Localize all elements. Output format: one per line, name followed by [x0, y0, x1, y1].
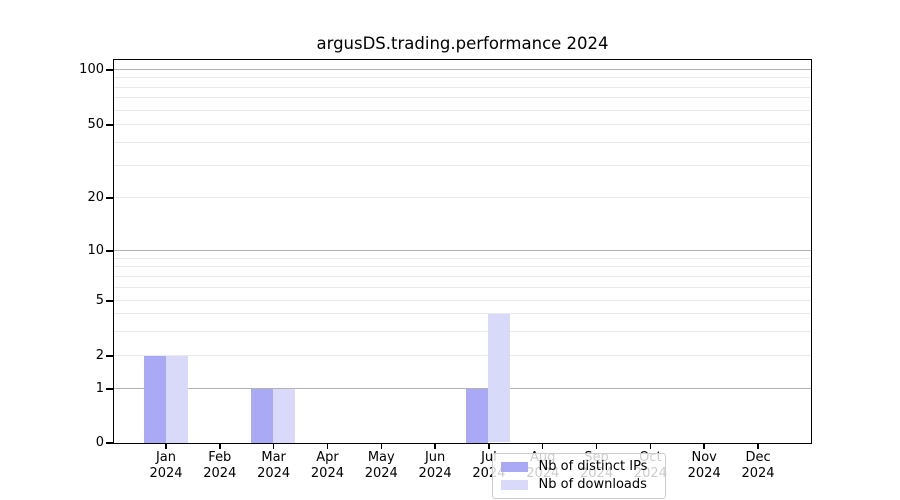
minor-gridline	[113, 257, 811, 259]
x-tick-label-may: May 2024	[346, 450, 416, 481]
x-tick-mark	[272, 443, 275, 449]
minor-gridline	[113, 313, 811, 315]
minor-gridline	[113, 141, 811, 143]
legend-label-distinct-ips: Nb of distinct IPs	[538, 458, 648, 474]
x-tick-year: 2024	[741, 465, 775, 481]
minor-gridline	[113, 86, 811, 88]
x-tick-month: Jan	[155, 450, 177, 465]
y-tick-label: 20	[87, 190, 104, 205]
x-tick-label-nov: Nov 2024	[669, 450, 739, 481]
bar-mar-downloads	[273, 388, 296, 443]
x-tick-label-jun: Jun 2024	[400, 450, 470, 481]
x-tick-mark	[434, 443, 436, 449]
minor-gridline	[113, 164, 811, 166]
x-tick-year: 2024	[687, 465, 721, 481]
plot-area: Nb of distinct IPs Nb of downloads	[112, 58, 812, 499]
y-tick-mark	[106, 355, 113, 357]
minor-gridline	[113, 266, 811, 268]
minor-gridline	[113, 109, 811, 111]
x-tick-year: 2024	[203, 465, 237, 481]
major-gridline	[113, 250, 811, 251]
x-tick-mark	[326, 443, 329, 449]
legend-swatch-downloads-icon	[500, 479, 528, 490]
major-gridline	[113, 69, 811, 70]
y-tick-mark	[106, 197, 113, 199]
x-tick-month: Nov	[691, 450, 717, 465]
minor-gridline	[113, 330, 811, 332]
legend-swatch-distinct-ips-icon	[500, 461, 528, 472]
x-tick-label-apr: Apr 2024	[292, 450, 362, 481]
minor-gridline	[113, 286, 811, 288]
x-tick-mark	[488, 443, 490, 449]
x-tick-label-mar: Mar 2024	[239, 450, 309, 481]
minor-gridline	[113, 197, 811, 198]
legend: Nb of distinct IPs Nb of downloads	[491, 452, 666, 499]
bar-mar-distinct-ips	[251, 388, 274, 443]
x-tick-year: 2024	[310, 465, 344, 481]
x-tick-mark	[541, 443, 544, 449]
x-tick-month: Dec	[745, 450, 771, 465]
y-tick-mark	[106, 250, 113, 252]
x-tick-month: Apr	[316, 450, 339, 465]
x-tick-mark	[757, 443, 759, 449]
y-tick-label: 10	[87, 243, 104, 258]
minor-gridline	[113, 77, 811, 79]
x-tick-year: 2024	[257, 465, 291, 481]
y-tick-label: 0	[95, 435, 104, 450]
y-tick-mark	[106, 124, 113, 126]
x-tick-year: 2024	[149, 465, 183, 481]
x-tick-label-jan: Jan 2024	[131, 450, 201, 481]
bar-jul-downloads	[488, 313, 511, 443]
y-tick-mark	[106, 300, 113, 302]
y-tick-label: 100	[79, 62, 104, 77]
y-tick-mark	[106, 69, 113, 71]
y-tick-label: 1	[95, 381, 104, 396]
y-tick-label: 5	[95, 293, 104, 308]
legend-label-downloads: Nb of downloads	[538, 476, 647, 492]
minor-gridline	[113, 124, 811, 125]
major-gridline	[113, 388, 811, 389]
minor-gridline	[113, 355, 811, 356]
minor-gridline	[113, 275, 811, 277]
legend-item-distinct-ips: Nb of distinct IPs	[500, 458, 657, 476]
y-tick-label: 50	[87, 117, 104, 132]
y-tick-label: 2	[95, 348, 104, 363]
x-tick-month: Jun	[424, 450, 446, 465]
x-tick-mark	[649, 443, 652, 449]
x-tick-label-dec: Dec 2024	[723, 450, 793, 481]
x-tick-mark	[703, 443, 705, 449]
x-tick-mark	[595, 443, 598, 449]
x-tick-mark	[219, 443, 221, 449]
y-tick-mark	[106, 442, 113, 444]
bar-jan-downloads	[165, 355, 188, 443]
x-tick-month: May	[367, 450, 395, 465]
legend-item-downloads: Nb of downloads	[500, 476, 657, 494]
minor-gridline	[113, 300, 811, 301]
x-tick-year: 2024	[418, 465, 452, 481]
bar-jan-distinct-ips	[143, 355, 166, 443]
x-tick-month: Mar	[261, 450, 286, 465]
chart-title: argusDS.trading.performance 2024	[316, 34, 609, 53]
y-tick-mark	[106, 388, 113, 390]
bar-jul-distinct-ips	[466, 388, 489, 443]
x-tick-mark	[165, 443, 167, 449]
x-tick-mark	[380, 443, 383, 449]
x-tick-label-feb: Feb 2024	[185, 450, 255, 481]
x-tick-year: 2024	[364, 465, 398, 481]
x-tick-month: Feb	[208, 450, 232, 465]
minor-gridline	[113, 97, 811, 99]
